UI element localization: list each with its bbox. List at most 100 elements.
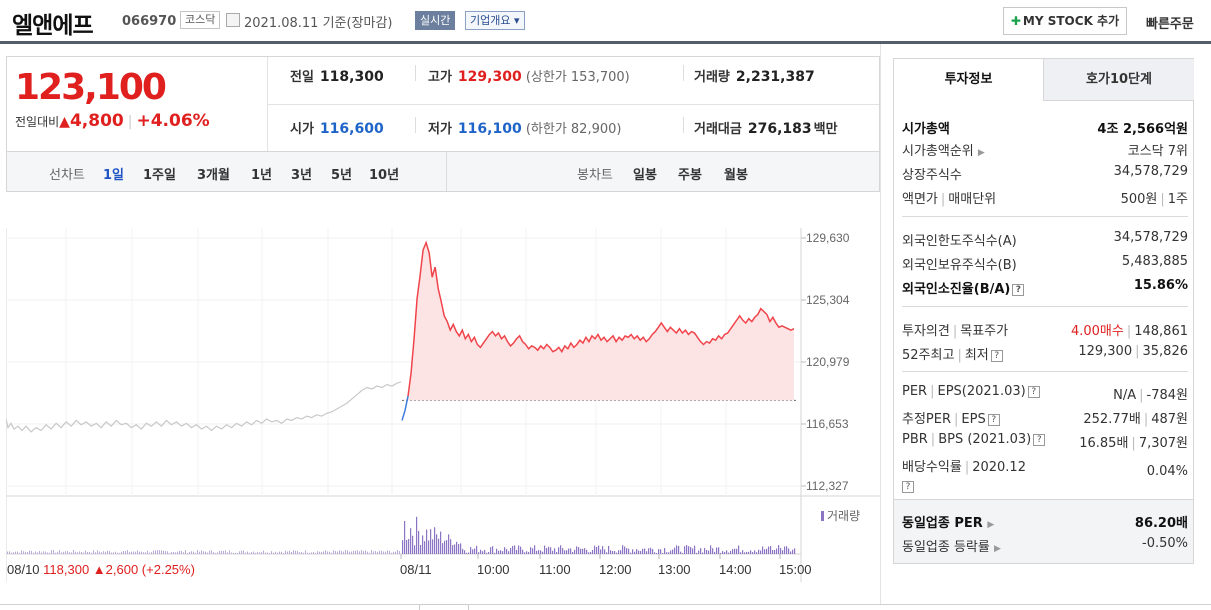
volume-bar	[167, 551, 168, 554]
volume-bar	[73, 550, 74, 554]
volume-bar	[113, 552, 114, 554]
volume-bar	[243, 550, 244, 554]
volume-bar	[704, 547, 706, 554]
sector-change-row[interactable]: 동일업종 등락률 ▶ -0.50%	[902, 534, 1188, 556]
volume-bar	[161, 550, 162, 554]
est-eps-value: 487원	[1151, 412, 1188, 427]
tab-investment-info[interactable]: 투자정보	[894, 59, 1043, 101]
prev-close-label: 전일	[290, 70, 314, 85]
volume-bar	[399, 551, 400, 554]
market-cap-rank-row[interactable]: 시가총액순위 ▶ 코스닥 7위	[902, 138, 1188, 160]
divider	[902, 216, 1188, 217]
volume-bar	[412, 535, 414, 554]
volume-bar	[768, 546, 770, 554]
separator: |	[930, 384, 935, 399]
open-value: 116,600	[319, 121, 384, 137]
volume-bar	[125, 551, 126, 554]
realtime-button[interactable]: 실시간	[415, 11, 456, 30]
volume-bar	[674, 547, 676, 554]
volume-bar	[510, 547, 512, 554]
volume-bar	[420, 545, 422, 554]
volume-bar	[754, 550, 756, 554]
candle-daily[interactable]: 일봉	[633, 168, 657, 183]
x-tick-label: 08/11	[400, 562, 432, 577]
market-cap-rank-value: 코스닥 7위	[1127, 144, 1188, 159]
volume-bar	[554, 548, 556, 554]
volume-bar	[87, 551, 88, 554]
volume-bar	[448, 534, 450, 554]
base-date: 2021.08.11 기준(장마감)	[244, 16, 393, 31]
help-icon[interactable]: ?	[987, 413, 1000, 426]
period-3y[interactable]: 3년	[291, 168, 313, 183]
help-icon[interactable]: ?	[1033, 433, 1046, 446]
volume-bar	[432, 539, 434, 554]
candle-monthly[interactable]: 월봉	[724, 168, 748, 183]
volume-bar	[712, 548, 714, 554]
company-overview-button[interactable]: 기업개요 ▾	[465, 11, 525, 30]
period-selector: 선차트 1일 1주일 3개월 1년 3년 5년 10년 봉차트 일봉 주봉 월봉	[6, 152, 880, 192]
volume-bar	[269, 552, 270, 554]
volume-bar	[610, 550, 612, 554]
volume-bar	[57, 551, 58, 554]
separator: |	[957, 348, 962, 363]
week52-high: 129,300	[1078, 344, 1133, 359]
volume-bar	[638, 550, 640, 554]
volume-bar	[562, 548, 564, 554]
volume-bar	[157, 550, 158, 554]
help-icon[interactable]: ?	[1012, 283, 1025, 296]
foreign-ratio-row: 외국인소진율(B/A)? 15.86%	[902, 276, 1188, 298]
period-1w[interactable]: 1주일	[143, 168, 176, 183]
volume-bar	[618, 550, 620, 554]
add-mystock-label: MY STOCK 추가	[1022, 14, 1120, 28]
add-mystock-button[interactable]: ✚ MY STOCK 추가	[1003, 7, 1127, 35]
week52-row: 52주최고 | 최저? 129,300 | 35,826	[902, 342, 1188, 364]
period-1y[interactable]: 1년	[251, 168, 273, 183]
volume-bar	[291, 551, 292, 554]
volume-bar	[430, 529, 432, 554]
quick-order-link[interactable]: 빠른주문	[1146, 17, 1194, 32]
period-3m[interactable]: 3개월	[197, 168, 230, 183]
period-5y[interactable]: 5년	[331, 168, 353, 183]
volume-bar	[692, 548, 694, 554]
help-icon[interactable]: ?	[1027, 385, 1040, 398]
volume-bar	[371, 550, 372, 554]
volume-bar	[337, 551, 338, 554]
volume-bar	[109, 551, 110, 554]
volume-bar	[434, 527, 436, 554]
volume-bar	[83, 552, 84, 554]
low-value: 116,100	[457, 121, 522, 137]
volume-bar	[550, 547, 552, 554]
volume-bar	[203, 551, 204, 554]
change-value: 4,800	[69, 111, 124, 131]
chevron-right-icon: ▶	[994, 544, 1001, 554]
volume-bar	[716, 547, 718, 554]
foreign-hold-label: 외국인보유주식수(B)	[902, 258, 1017, 273]
tab-order-book[interactable]: 호가10단계	[1043, 59, 1194, 101]
volume-bar	[438, 538, 440, 554]
volume-bar	[323, 551, 324, 554]
separator: |	[954, 412, 959, 427]
volume-bar	[684, 546, 686, 554]
volume-bar	[730, 550, 732, 554]
period-1d[interactable]: 1일	[103, 168, 125, 183]
candle-weekly[interactable]: 주봉	[678, 168, 702, 183]
volume-bar	[722, 551, 724, 554]
high-value: 129,300	[457, 69, 522, 85]
volume-bar	[79, 551, 80, 554]
volume-bar	[636, 549, 638, 554]
volume-bar	[147, 550, 148, 554]
help-icon[interactable]: ?	[902, 481, 914, 493]
period-10y[interactable]: 10년	[369, 168, 400, 183]
volume-bar	[406, 539, 408, 554]
volume-bar	[452, 545, 454, 554]
prev-close-value: 118,300	[319, 69, 384, 85]
volume-bar	[141, 551, 142, 554]
sector-per-row[interactable]: 동일업종 PER ▶ 86.20배	[902, 510, 1188, 532]
volume-bar	[273, 552, 274, 554]
volume-bar	[339, 550, 340, 554]
volume-bar	[31, 551, 32, 554]
help-icon[interactable]: ?	[990, 349, 1003, 362]
volume-bar	[580, 548, 582, 554]
scroll-handle[interactable]	[419, 604, 469, 610]
volume-bar	[454, 544, 456, 554]
